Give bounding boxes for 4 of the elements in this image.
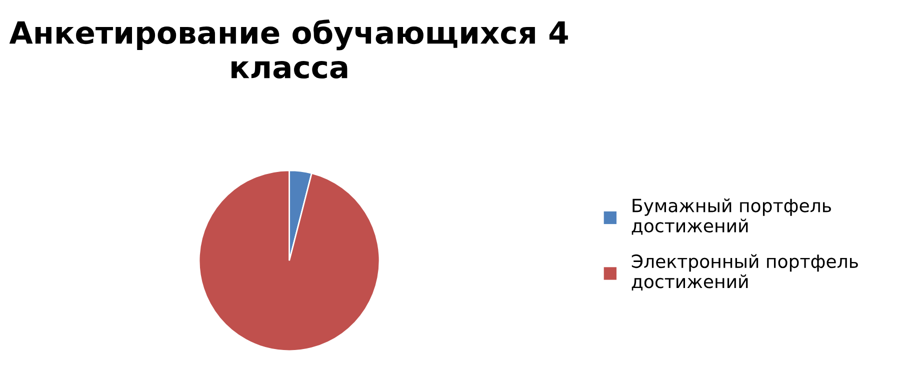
chart-title: Анкетирование обучающихся 4 класса <box>9 19 568 79</box>
legend-label: Бумажный портфель достижений <box>632 198 831 235</box>
pie-slice <box>198 170 380 352</box>
legend-label: Электронный портфель достижений <box>632 254 858 291</box>
